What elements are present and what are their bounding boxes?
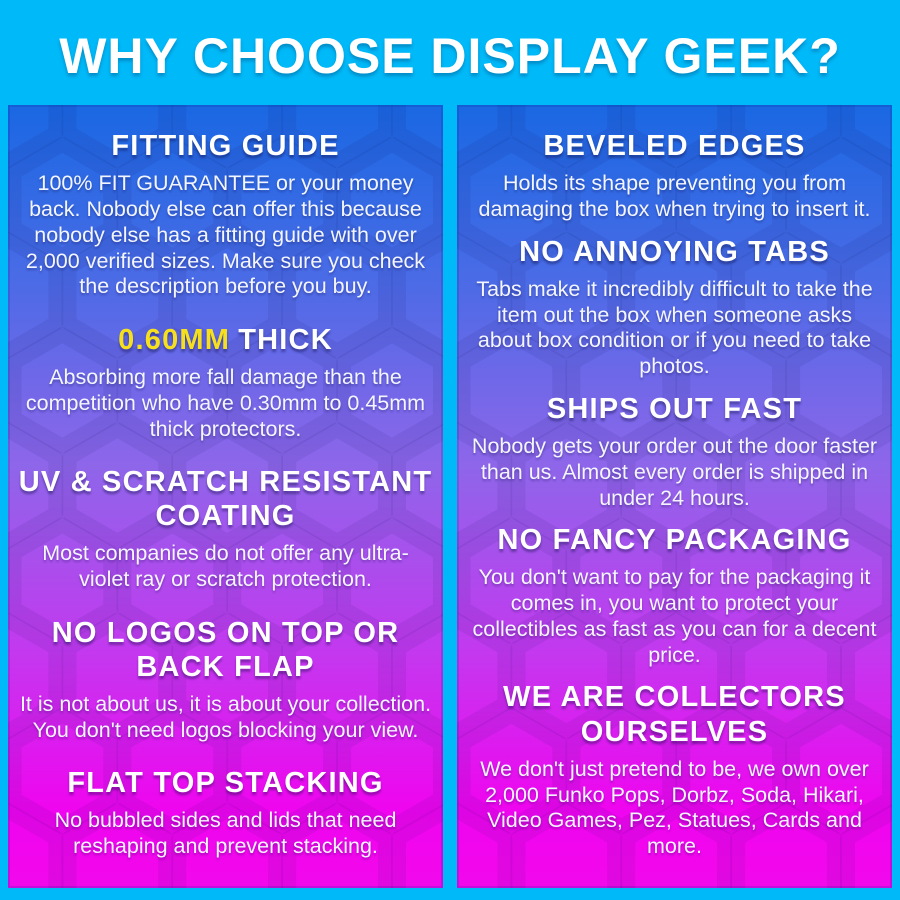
section-beveled-edges: BEVELED EDGES Holds its shape preventing… <box>465 129 884 223</box>
section-ships-fast: SHIPS OUT FAST Nobody gets your order ou… <box>465 392 884 512</box>
section-heading: NO FANCY PACKAGING <box>497 524 852 557</box>
right-panel: BEVELED EDGES Holds its shape preventing… <box>457 105 892 888</box>
banner: WHY CHOOSE DISPLAY GEEK? <box>0 0 900 105</box>
section-heading: FITTING GUIDE <box>111 130 340 162</box>
section-body: You don't want to pay for the packaging … <box>472 565 877 667</box>
section-heading: WE ARE COLLECTORS OURSELVES <box>503 681 846 748</box>
heading-rest: THICK <box>238 323 333 356</box>
section-no-packaging: NO FANCY PACKAGING You don't want to pay… <box>465 523 884 668</box>
section-collectors: WE ARE COLLECTORS OURSELVES We don't jus… <box>465 680 884 860</box>
section-body: Tabs make it incredibly difficult to tak… <box>476 276 873 379</box>
section-heading: 0.60MM THICK <box>16 323 435 357</box>
section-fitting-guide: FITTING GUIDE 100% FIT GUARANTEE or your… <box>16 129 435 300</box>
section-body: No bubbled sides and lids that need resh… <box>54 808 397 859</box>
section-body: Most companies do not offer any ultra-vi… <box>42 541 409 592</box>
section-body: It is not about us, it is about your col… <box>19 692 432 742</box>
right-panel-content: BEVELED EDGES Holds its shape preventing… <box>457 105 892 888</box>
section-body: Nobody gets your order out the door fast… <box>471 434 878 510</box>
section-heading: UV & SCRATCH RESISTANT COATING <box>18 465 433 533</box>
section-body: Holds its shape preventing you from dama… <box>478 171 871 222</box>
section-uv-scratch: UV & SCRATCH RESISTANT COATING Most comp… <box>16 465 435 593</box>
section-heading: FLAT TOP STACKING <box>67 767 384 800</box>
section-thickness: 0.60MM THICK Absorbing more fall damage t… <box>16 323 435 443</box>
section-no-tabs: NO ANNOYING TABS Tabs make it incredibly… <box>465 235 884 380</box>
section-flat-top: FLAT TOP STACKING No bubbled sides and l… <box>16 766 435 860</box>
section-body: 100% FIT GUARANTEE or your money back. N… <box>25 171 426 299</box>
heading-highlight: 0.60MM <box>118 323 231 356</box>
section-heading: NO LOGOS ON TOP OR BACK FLAP <box>51 616 400 683</box>
left-panel-content: FITTING GUIDE 100% FIT GUARANTEE or your… <box>8 105 443 888</box>
page-title: WHY CHOOSE DISPLAY GEEK? <box>59 27 841 84</box>
section-heading: BEVELED EDGES <box>543 130 806 162</box>
section-body: We don't just pretend to be, we own over… <box>480 756 869 859</box>
section-no-logos: NO LOGOS ON TOP OR BACK FLAP It is not a… <box>16 616 435 744</box>
section-heading: NO ANNOYING TABS <box>519 235 830 268</box>
left-panel: FITTING GUIDE 100% FIT GUARANTEE or your… <box>8 105 443 888</box>
section-body: Absorbing more fall damage than the comp… <box>25 365 426 441</box>
section-heading: SHIPS OUT FAST <box>546 392 803 425</box>
columns-container: FITTING GUIDE 100% FIT GUARANTEE or your… <box>0 105 900 888</box>
